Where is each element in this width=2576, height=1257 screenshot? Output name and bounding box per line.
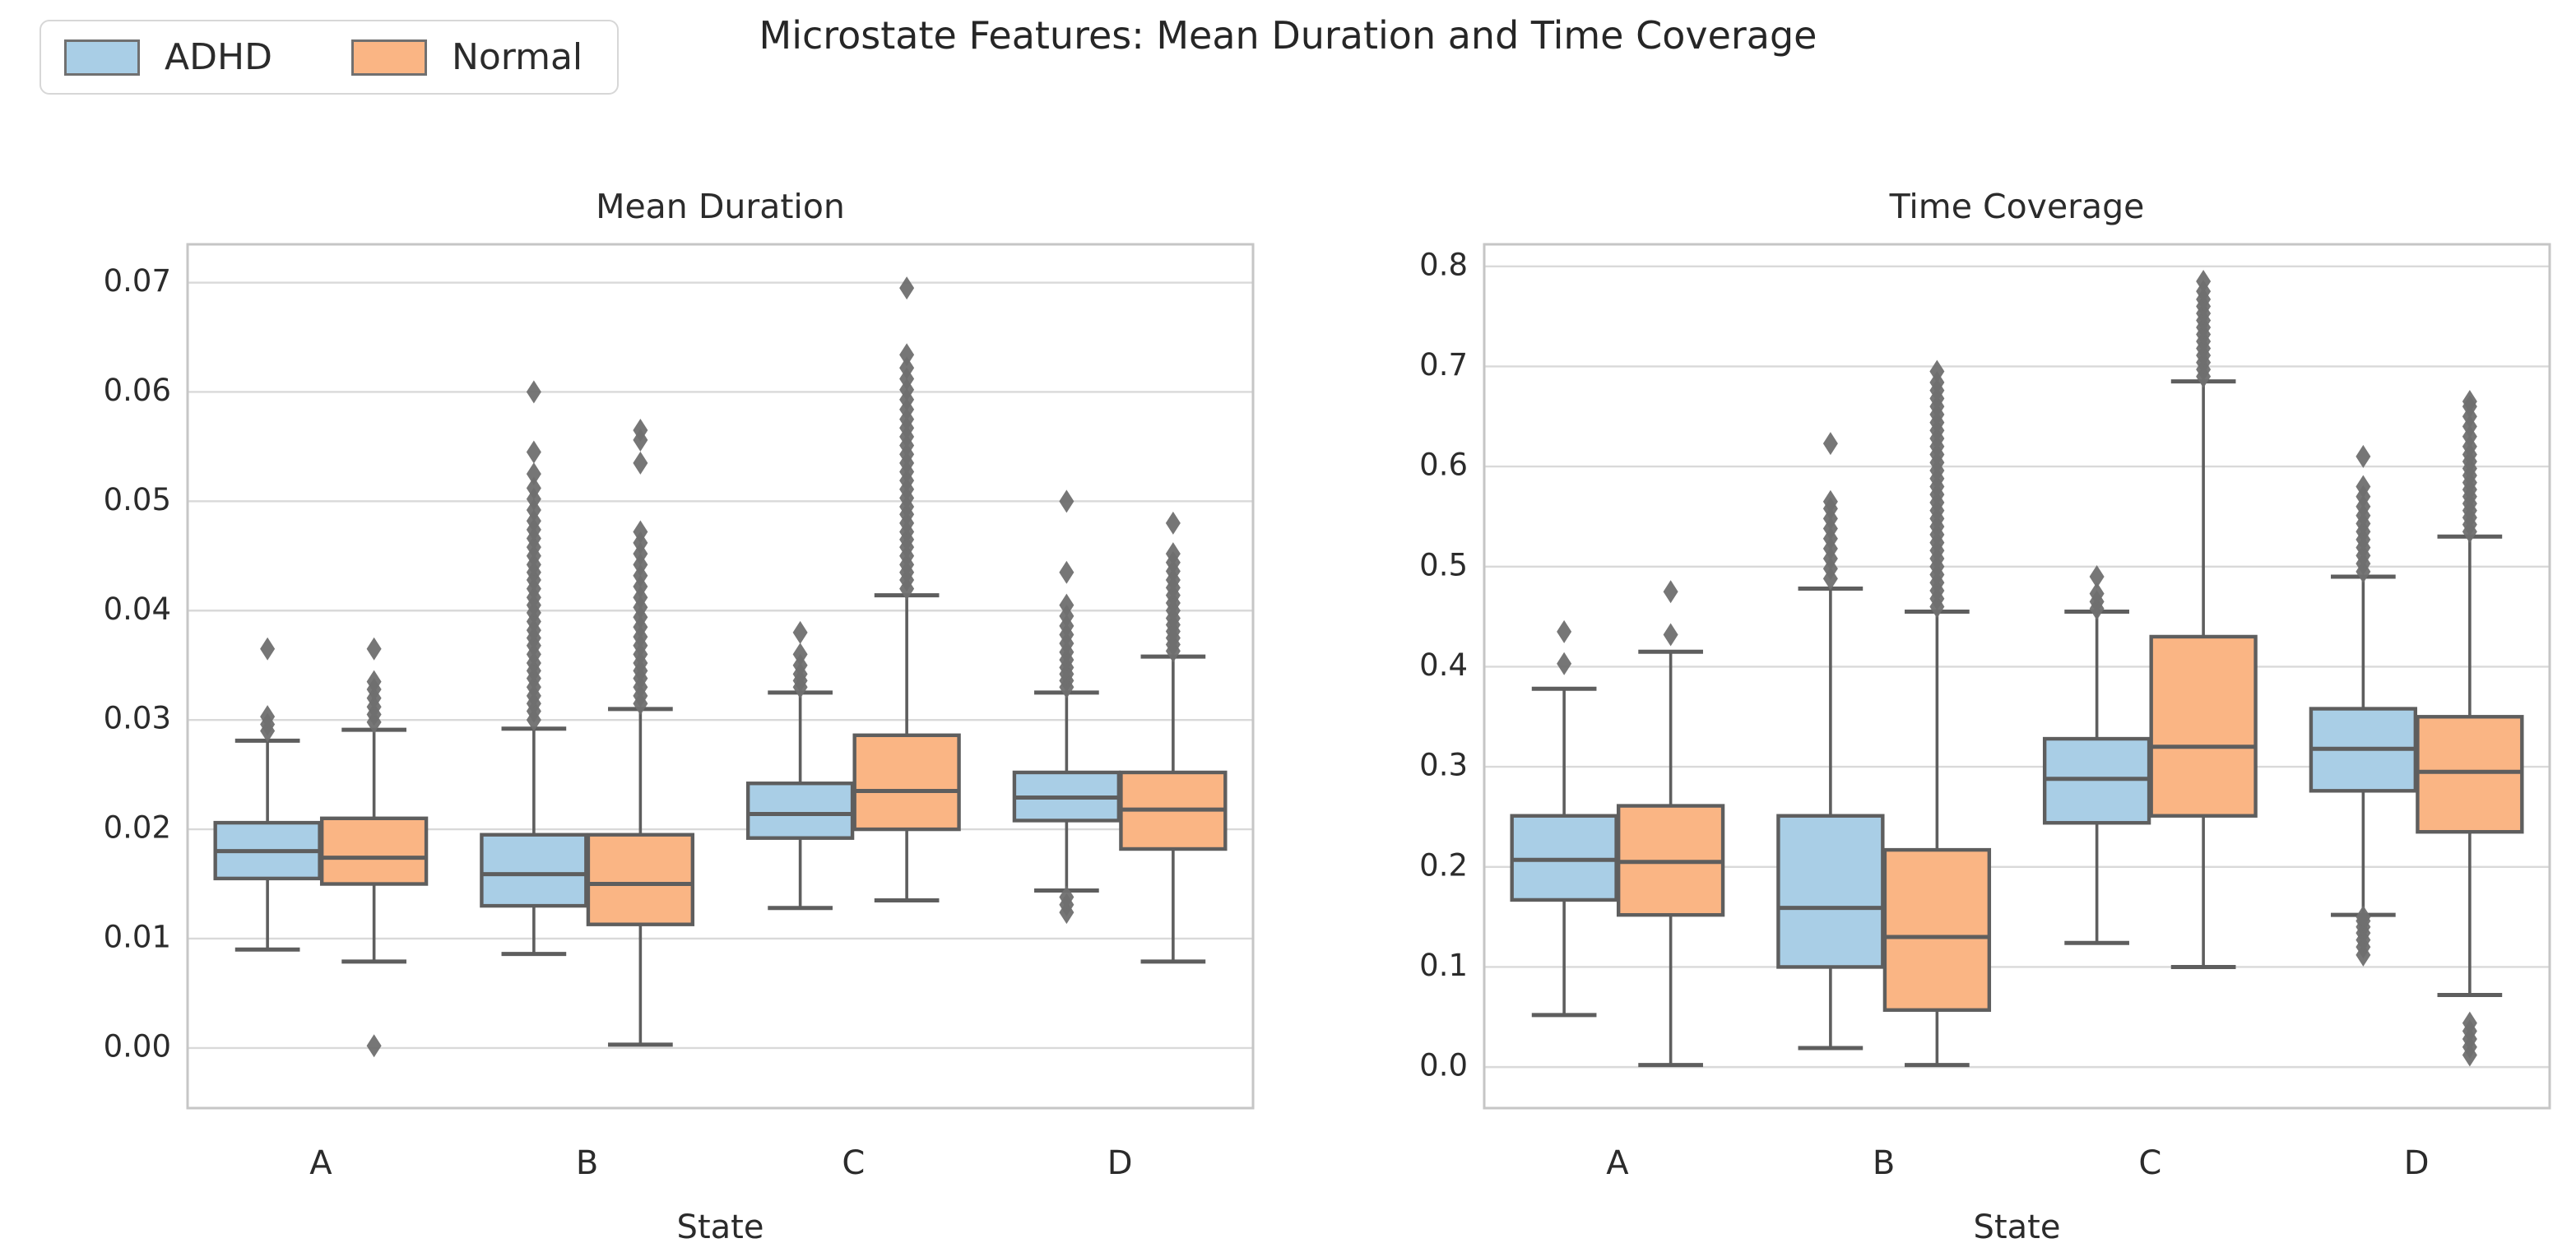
outlier-marker xyxy=(2089,582,2105,605)
x-axis-label: State xyxy=(677,1208,764,1246)
y-tick-label: 0.5 xyxy=(1419,547,1468,582)
axes-spines xyxy=(1483,243,2551,1110)
y-tick-label: 0.8 xyxy=(1419,247,1468,282)
outlier-marker xyxy=(2089,564,2105,588)
outlier-marker xyxy=(526,380,541,404)
y-tick-label: 0.05 xyxy=(104,482,171,517)
x-tick-label: B xyxy=(576,1144,598,1182)
outlier-marker xyxy=(526,462,541,486)
y-tick-label: 0.4 xyxy=(1419,647,1468,683)
outlier-marker xyxy=(2356,475,2371,499)
y-tick-label: 0.7 xyxy=(1419,347,1468,383)
y-tick-label: 0.06 xyxy=(104,373,171,408)
y-tick-label: 0.01 xyxy=(104,919,171,954)
legend-item-normal: Normal xyxy=(350,36,583,78)
legend-label-adhd: ADHD xyxy=(165,36,272,78)
outlier-marker xyxy=(366,637,382,661)
box-normal-A xyxy=(319,637,429,1058)
outlier-marker xyxy=(1557,652,1572,675)
outlier-marker xyxy=(1822,432,1838,456)
outlier-marker xyxy=(2196,270,2212,294)
outlier-marker xyxy=(1165,542,1181,566)
y-tick-label: 0.1 xyxy=(1419,948,1468,983)
plot-area: 0.0 0.1 0.2 0.3 0.4 0.5 0.6 0.7 0.8 A B C D Time Cove… xyxy=(1419,187,2551,1246)
y-tick-label: 0.0 xyxy=(1419,1048,1468,1083)
plot-area: 0.00 0.01 0.02 0.03 0.04 0.05 0.06 0.07 A B C D Mean… xyxy=(104,187,1255,1246)
outlier-marker xyxy=(1663,580,1678,604)
box-adhd-A xyxy=(213,637,322,952)
x-tick-label: B xyxy=(1873,1144,1895,1182)
subplot-title: Time Coverage xyxy=(1889,187,2145,226)
x-tick-label: D xyxy=(2404,1144,2430,1182)
outlier-marker xyxy=(526,476,541,500)
box-adhd-B xyxy=(1776,432,1885,1051)
outlier-marker xyxy=(1165,511,1181,535)
subplot-title: Mean Duration xyxy=(596,187,845,226)
legend-label-normal: Normal xyxy=(451,36,583,78)
y-tick-label: 0.6 xyxy=(1419,448,1468,483)
x-axis-label: State xyxy=(1974,1208,2061,1246)
outlier-marker xyxy=(633,520,648,544)
box-adhd-D xyxy=(2309,444,2418,967)
outlier-marker xyxy=(260,637,276,661)
outlier-marker xyxy=(899,356,915,380)
outlier-marker xyxy=(260,705,276,729)
y-tick-label: 0.03 xyxy=(104,701,171,736)
outlier-marker xyxy=(526,440,541,464)
y-tick-label: 0.00 xyxy=(104,1028,171,1064)
x-tick-label: A xyxy=(309,1144,332,1182)
x-tick-label: D xyxy=(1107,1144,1133,1182)
outlier-marker xyxy=(633,451,648,475)
x-tick-label: C xyxy=(842,1144,865,1182)
outlier-marker xyxy=(1822,489,1838,513)
box-adhd-C xyxy=(745,620,855,911)
outlier-marker xyxy=(366,670,382,693)
outlier-marker xyxy=(792,642,808,666)
outlier-marker xyxy=(1059,593,1074,617)
legend-swatch-normal-icon xyxy=(350,39,427,76)
legend-swatch-adhd-icon xyxy=(64,39,140,76)
outlier-marker xyxy=(1059,489,1074,513)
box-normal-C xyxy=(2149,270,2258,969)
outlier-marker xyxy=(792,620,808,644)
box-normal-B xyxy=(1882,359,1992,1068)
outlier-marker xyxy=(2356,444,2371,468)
box-normal-B xyxy=(586,418,695,1047)
x-tick-label: C xyxy=(2138,1144,2161,1182)
box-adhd-C xyxy=(2042,564,2151,945)
box-normal-C xyxy=(852,276,961,902)
y-tick-label: 0.3 xyxy=(1419,748,1468,783)
legend-item-adhd: ADHD xyxy=(64,36,272,78)
box-adhd-D xyxy=(1012,489,1121,925)
box-normal-D xyxy=(2416,390,2524,1067)
box-adhd-A xyxy=(1510,619,1618,1018)
x-tick-label: A xyxy=(1606,1144,1629,1182)
time-coverage-chart: 0.0 0.1 0.2 0.3 0.4 0.5 0.6 0.7 0.8 A B C D Time Cove… xyxy=(1419,187,2551,1246)
outlier-marker xyxy=(2462,1011,2477,1035)
legend: ADHD Normal xyxy=(39,20,620,95)
y-tick-label: 0.2 xyxy=(1419,847,1468,883)
box-normal-A xyxy=(1616,580,1725,1068)
y-tick-label: 0.04 xyxy=(104,591,171,627)
axes-spines xyxy=(186,243,1255,1110)
outlier-marker xyxy=(1059,560,1074,584)
outlier-marker xyxy=(1059,885,1074,909)
outlier-marker xyxy=(2462,390,2477,414)
outlier-marker xyxy=(366,1034,382,1058)
outlier-marker xyxy=(1557,619,1572,643)
figure-title: Microstate Features: Mean Duration and T… xyxy=(759,13,1817,58)
mean-duration-chart: 0.00 0.01 0.02 0.03 0.04 0.05 0.06 0.07 A B C D Mean… xyxy=(104,187,1255,1246)
outlier-marker xyxy=(1663,623,1678,647)
box-adhd-B xyxy=(480,380,588,957)
y-tick-label: 0.07 xyxy=(104,263,171,299)
box-normal-D xyxy=(1119,511,1228,964)
y-tick-label: 0.02 xyxy=(104,810,171,846)
outlier-marker xyxy=(899,343,915,367)
outlier-marker xyxy=(899,276,915,300)
outlier-marker xyxy=(2356,905,2371,929)
outlier-marker xyxy=(1929,359,1945,383)
